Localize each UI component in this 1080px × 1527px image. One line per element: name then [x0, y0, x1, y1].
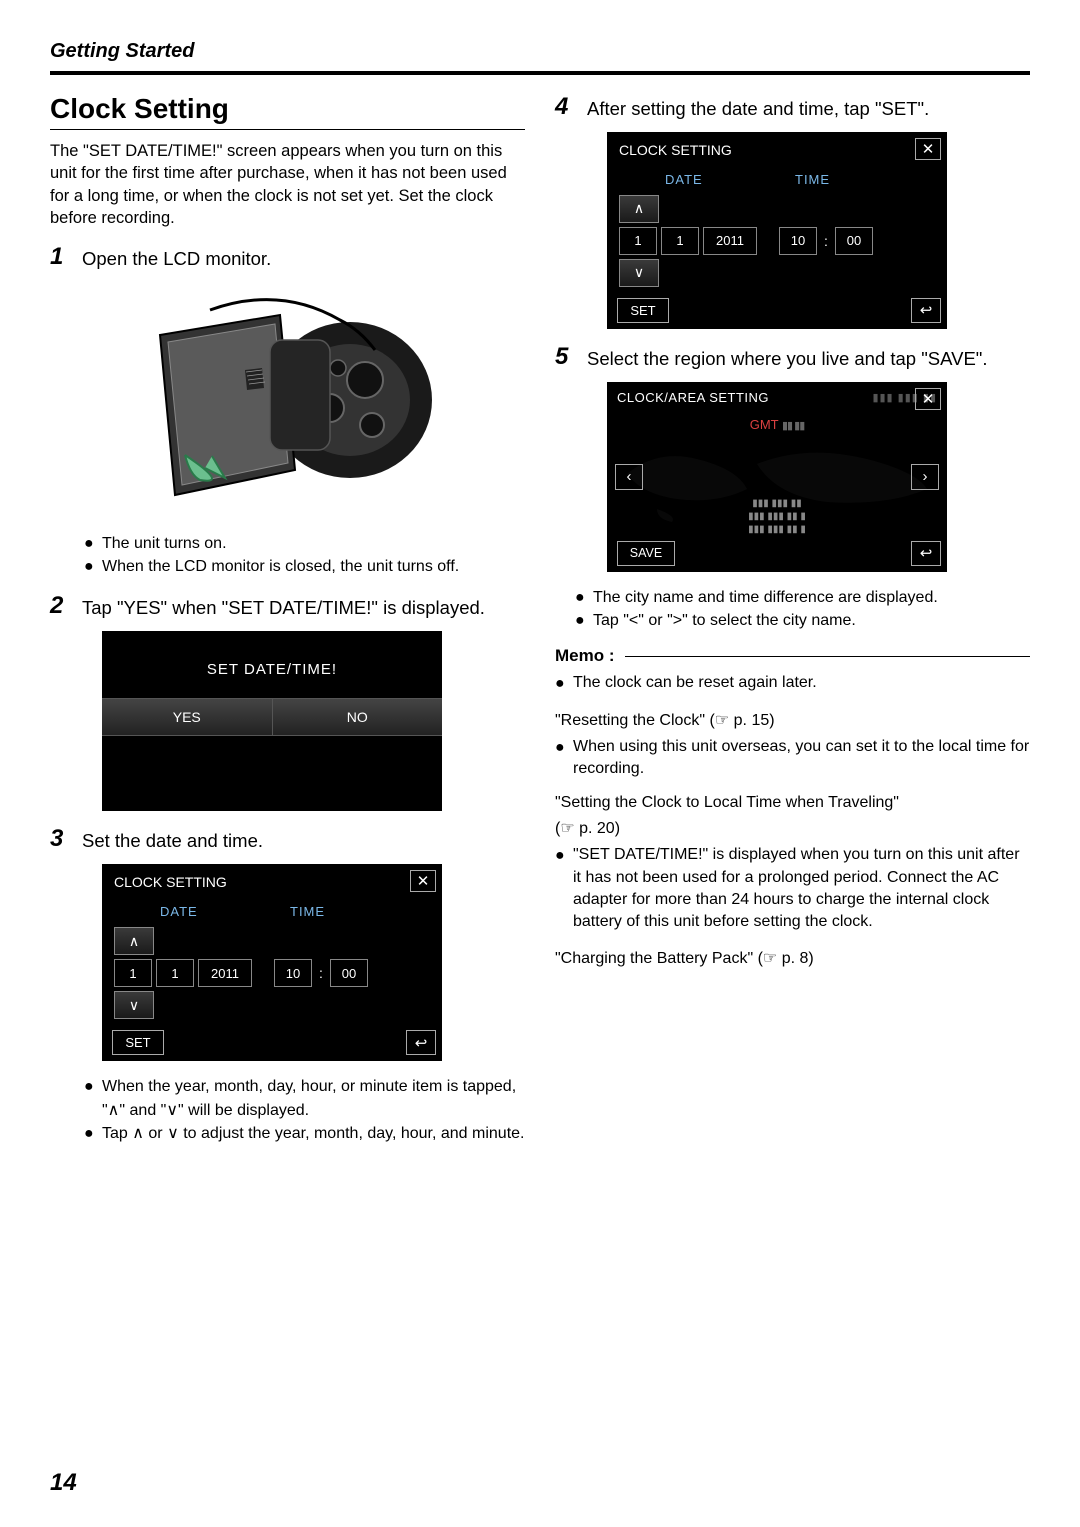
month-value[interactable]: 1 — [661, 227, 699, 255]
back-icon[interactable]: ↩ — [406, 1030, 436, 1055]
step-number: 3 — [50, 825, 70, 853]
gmt-label: GMT — [750, 417, 779, 432]
gmt-ticks-icon: ▮▮ ▮▮ — [782, 420, 804, 432]
day-value[interactable]: 1 — [114, 959, 152, 987]
memo-text: When using this unit overseas, you can s… — [573, 736, 1030, 781]
time-colon: : — [821, 233, 831, 249]
day-value[interactable]: 1 — [619, 227, 657, 255]
hour-value[interactable]: 10 — [779, 227, 817, 255]
set-date-time-screen: SET DATE/TIME! YES NO — [102, 631, 442, 811]
date-label: DATE — [160, 900, 290, 923]
step-3: 3 Set the date and time. — [50, 825, 525, 854]
minute-value[interactable]: 00 — [835, 227, 873, 255]
bullet-dot: ● — [555, 736, 565, 781]
page-header: Getting Started — [50, 40, 1030, 75]
year-value[interactable]: 2011 — [198, 959, 252, 987]
month-value[interactable]: 1 — [156, 959, 194, 987]
step-1-bullets: ● The unit turns on. ● When the LCD monito… — [84, 532, 525, 578]
screen-title: SET DATE/TIME! — [102, 631, 442, 698]
step-4: 4 After setting the date and time, tap "… — [555, 93, 1030, 122]
minute-value[interactable]: 00 — [330, 959, 368, 987]
bullet-text: Tap "<" or ">" to select the city name. — [593, 609, 856, 632]
city-indicator-icon: ▮▮▮ ▮▮▮ ▮▮▮▮▮ ▮▮▮ ▮▮ ▮▮▮▮ ▮▮▮ ▮▮ ▮ — [748, 497, 806, 536]
right-column: 4 After setting the date and time, tap "… — [555, 93, 1030, 1159]
save-button[interactable]: SAVE — [617, 541, 675, 566]
step-text: After setting the date and time, tap "SE… — [587, 93, 929, 122]
screen-title: CLOCK/AREA SETTING — [617, 390, 769, 405]
down-arrow-button[interactable]: ∨ — [114, 991, 154, 1019]
memo-header: Memo : — [555, 646, 1030, 666]
back-icon[interactable]: ↩ — [911, 298, 941, 323]
close-icon[interactable]: ✕ — [410, 870, 436, 892]
step-3-bullets: ●When the year, month, day, hour, or min… — [84, 1075, 525, 1145]
close-icon[interactable]: ✕ — [915, 388, 941, 410]
bullet-text: When the LCD monitor is closed, the unit… — [102, 555, 459, 578]
bullet-dot: ● — [555, 844, 565, 934]
no-button[interactable]: NO — [273, 699, 443, 735]
up-arrow-button[interactable]: ∧ — [619, 195, 659, 223]
memo-ref: (☞ p. 20) — [555, 818, 1030, 838]
camera-illustration — [90, 280, 450, 520]
time-label: TIME — [795, 168, 830, 191]
bullet-text: When the year, month, day, hour, or minu… — [102, 1075, 525, 1121]
screen-title: CLOCK SETTING — [607, 132, 947, 168]
set-button[interactable]: SET — [617, 298, 669, 323]
bullet-text: Tap ∧ or ∨ to adjust the year, month, da… — [102, 1122, 524, 1145]
up-arrow-button[interactable]: ∧ — [114, 927, 154, 955]
intro-text: The "SET DATE/TIME!" screen appears when… — [50, 140, 525, 229]
set-button[interactable]: SET — [112, 1030, 164, 1055]
memo-ref: "Charging the Battery Pack" (☞ p. 8) — [555, 948, 1030, 968]
time-colon: : — [316, 965, 326, 981]
step-text: Tap "YES" when "SET DATE/TIME!" is displ… — [82, 592, 485, 621]
bullet-dot: ● — [84, 555, 94, 578]
step-text: Open the LCD monitor. — [82, 243, 271, 272]
memo-bullets: ●"SET DATE/TIME!" is displayed when you … — [555, 844, 1030, 934]
close-icon[interactable]: ✕ — [915, 138, 941, 160]
yes-button[interactable]: YES — [102, 699, 273, 735]
left-column: Clock Setting The "SET DATE/TIME!" scree… — [50, 93, 525, 1159]
prev-city-button[interactable]: ‹ — [615, 464, 643, 490]
step-number: 4 — [555, 93, 575, 121]
year-value[interactable]: 2011 — [703, 227, 757, 255]
bullet-dot: ● — [575, 609, 585, 632]
clock-setting-screen-2: CLOCK SETTING ✕ DATE TIME ∧ 1 1 2011 10 … — [607, 132, 947, 329]
time-label: TIME — [290, 900, 325, 923]
down-arrow-button[interactable]: ∨ — [619, 259, 659, 287]
memo-divider — [625, 656, 1031, 657]
bullet-dot: ● — [555, 672, 565, 695]
memo-ref: "Setting the Clock to Local Time when Tr… — [555, 794, 1030, 812]
bullet-text: The unit turns on. — [102, 532, 227, 555]
bullet-text: The city name and time difference are di… — [593, 586, 938, 609]
memo-text: "SET DATE/TIME!" is displayed when you t… — [573, 844, 1030, 934]
memo-ref: "Resetting the Clock" (☞ p. 15) — [555, 710, 1030, 730]
bullet-dot: ● — [84, 1122, 94, 1145]
clock-setting-screen: CLOCK SETTING ✕ DATE TIME ∧ 1 1 2011 10 … — [102, 864, 442, 1061]
yes-no-row: YES NO — [102, 698, 442, 736]
back-icon[interactable]: ↩ — [911, 541, 941, 566]
step-number: 5 — [555, 343, 575, 371]
next-city-button[interactable]: › — [911, 464, 939, 490]
main-columns: Clock Setting The "SET DATE/TIME!" scree… — [50, 93, 1030, 1159]
step-1: 1 Open the LCD monitor. — [50, 243, 525, 272]
bullet-dot: ● — [575, 586, 585, 609]
step-number: 1 — [50, 243, 70, 271]
page-number: 14 — [50, 1469, 77, 1497]
area-setting-screen: CLOCK/AREA SETTING ▮▮▮ ▮▮▮ ▮▮ ✕ GMT ▮▮ ▮… — [607, 382, 947, 572]
step-text: Select the region where you live and tap… — [587, 343, 988, 372]
step-2: 2 Tap "YES" when "SET DATE/TIME!" is dis… — [50, 592, 525, 621]
memo-bullets: ●When using this unit overseas, you can … — [555, 736, 1030, 781]
date-label: DATE — [665, 168, 795, 191]
memo-bullets: ● The clock can be reset again later. — [555, 672, 1030, 695]
bullet-dot: ● — [84, 532, 94, 555]
hour-value[interactable]: 10 — [274, 959, 312, 987]
memo-label: Memo : — [555, 646, 615, 666]
section-title: Clock Setting — [50, 93, 525, 130]
bullet-dot: ● — [84, 1075, 94, 1121]
memo-text: The clock can be reset again later. — [573, 672, 817, 695]
step-text: Set the date and time. — [82, 825, 263, 854]
step-number: 2 — [50, 592, 70, 620]
step-5: 5 Select the region where you live and t… — [555, 343, 1030, 372]
screen-title: CLOCK SETTING — [102, 864, 442, 900]
step-5-bullets: ● The city name and time difference are d… — [575, 586, 1030, 632]
